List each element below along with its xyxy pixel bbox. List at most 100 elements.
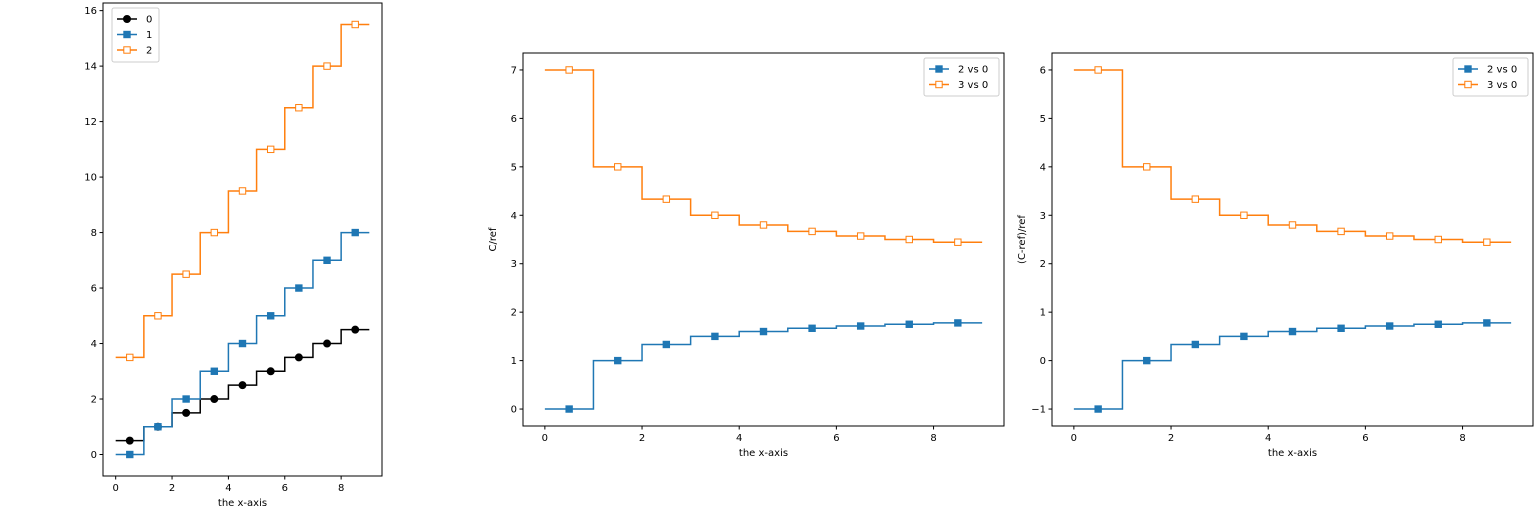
series-2-point-3 bbox=[210, 228, 219, 237]
plot-area-frame bbox=[522, 52, 1005, 427]
series-1-point-2 bbox=[662, 195, 671, 203]
series-1-point-3 bbox=[1240, 211, 1248, 219]
plot-area-frame bbox=[102, 2, 383, 477]
y-tick-label: 0 bbox=[511, 405, 517, 416]
series-0-point-5 bbox=[1337, 324, 1345, 332]
series-1-point-8 bbox=[351, 228, 359, 237]
y-tick-label: 2 bbox=[91, 395, 97, 406]
series-0-point-3 bbox=[210, 395, 219, 404]
y-tick-label: 3 bbox=[511, 259, 517, 270]
plot-area-frame bbox=[1051, 52, 1534, 427]
x-tick-label: 8 bbox=[1459, 433, 1465, 444]
series-0-point-7 bbox=[905, 320, 913, 328]
x-tick-label: 8 bbox=[338, 483, 344, 494]
x-axis-label: the x-axis bbox=[218, 498, 267, 509]
x-tick-label: 4 bbox=[225, 483, 231, 494]
legend-marker-sample bbox=[1464, 65, 1472, 73]
x-tick-label: 0 bbox=[542, 433, 548, 444]
series-0-point-3 bbox=[1240, 332, 1248, 341]
x-tick-label: 6 bbox=[282, 483, 288, 494]
series-line-3-vs-0 bbox=[544, 69, 983, 243]
legend-entry-label: 2 vs 0 bbox=[1487, 65, 1517, 76]
x-tick-label: 0 bbox=[1071, 433, 1077, 444]
y-tick-label: 1 bbox=[1040, 308, 1046, 319]
series-0-point-4 bbox=[759, 327, 768, 336]
legend-entry-label: 2 bbox=[146, 46, 152, 57]
y-tick-label: 14 bbox=[84, 62, 97, 73]
series-2-point-4 bbox=[238, 187, 247, 195]
x-tick-label: 4 bbox=[1265, 433, 1271, 444]
series-1-point-4 bbox=[1288, 221, 1297, 229]
x-tick-label: 6 bbox=[833, 433, 839, 444]
series-line-2-vs-0 bbox=[1073, 322, 1512, 410]
x-axis-label: the x-axis bbox=[739, 448, 788, 459]
series-0-point-1 bbox=[1143, 356, 1151, 365]
series-0-point-2 bbox=[1191, 340, 1200, 349]
series-1-point-0 bbox=[126, 450, 134, 459]
series-1-point-5 bbox=[1337, 227, 1345, 236]
y-tick-label: 6 bbox=[91, 284, 97, 295]
y-tick-label: 5 bbox=[511, 162, 517, 173]
series-2-point-2 bbox=[182, 270, 190, 278]
y-tick-label: 10 bbox=[84, 173, 97, 184]
y-axis-label: (C-ref)/ref bbox=[1017, 215, 1028, 264]
legend-entry-label: 2 vs 0 bbox=[958, 65, 988, 76]
y-tick-label: 6 bbox=[1040, 65, 1046, 76]
series-1-point-4 bbox=[759, 221, 768, 229]
series-1-point-6 bbox=[295, 284, 303, 292]
y-tick-label: 7 bbox=[511, 65, 517, 76]
legend-entry-label: 3 vs 0 bbox=[1487, 80, 1517, 91]
series-0-point-4 bbox=[1288, 327, 1297, 336]
series-0-point-3 bbox=[711, 332, 719, 341]
series-0-point-8 bbox=[954, 319, 962, 327]
x-tick-label: 4 bbox=[736, 433, 742, 444]
series-1-point-5 bbox=[808, 227, 816, 236]
series-0-point-0 bbox=[1094, 405, 1102, 413]
series-1-point-3 bbox=[711, 211, 719, 219]
legend-entry-label: 1 bbox=[146, 30, 152, 41]
y-tick-label: 0 bbox=[1040, 356, 1046, 367]
y-tick-label: 4 bbox=[511, 211, 517, 222]
series-1-point-5 bbox=[266, 312, 275, 320]
x-tick-label: 0 bbox=[112, 483, 118, 494]
series-0-point-6 bbox=[1385, 322, 1394, 330]
x-tick-label: 2 bbox=[639, 433, 645, 444]
series-0-point-2 bbox=[182, 408, 191, 417]
series-0-point-7 bbox=[323, 339, 332, 348]
series-1-point-4 bbox=[238, 339, 247, 348]
series-0-point-8 bbox=[351, 325, 360, 334]
legend-marker-sample bbox=[1464, 80, 1472, 89]
series-line-3-vs-0 bbox=[1073, 69, 1512, 243]
series-1-point-8 bbox=[1483, 238, 1491, 246]
series-1-point-8 bbox=[954, 238, 962, 246]
y-tick-label: 0 bbox=[91, 450, 97, 461]
right-chart-panel: 0 2 4 6 8 −1 0 1 2 3 4 5 6 the x-axis (C-ref)/ref 2 vs … bbox=[1017, 52, 1534, 459]
legend-marker-sample bbox=[935, 65, 943, 73]
series-line-2-vs-0 bbox=[544, 322, 983, 410]
legend-marker-sample bbox=[123, 46, 131, 54]
series-0-point-5 bbox=[266, 367, 275, 376]
series-2-point-6 bbox=[295, 104, 303, 112]
series-0-point-5 bbox=[808, 324, 816, 332]
series-1-point-0 bbox=[1094, 66, 1102, 74]
legend-marker-sample bbox=[935, 80, 943, 89]
legend: 0 1 2 bbox=[111, 7, 160, 63]
x-tick-label: 2 bbox=[1168, 433, 1174, 444]
legend-marker-sample bbox=[123, 15, 131, 23]
y-tick-label: 6 bbox=[511, 114, 517, 125]
legend-entry-label: 0 bbox=[146, 15, 152, 26]
series-1-point-6 bbox=[1385, 232, 1394, 240]
legend-marker-sample bbox=[123, 30, 131, 39]
series-2-point-7 bbox=[323, 62, 331, 70]
series-0-point-0 bbox=[125, 436, 134, 445]
legend-frame bbox=[923, 57, 1000, 97]
series-1-point-7 bbox=[1434, 235, 1442, 244]
series-0-point-4 bbox=[238, 381, 247, 390]
series-1-point-6 bbox=[856, 232, 865, 240]
series-2-point-8 bbox=[351, 20, 359, 29]
legend: 2 vs 0 3 vs 0 bbox=[923, 57, 1000, 97]
series-0-point-1 bbox=[614, 356, 622, 365]
x-tick-label: 8 bbox=[930, 433, 936, 444]
middle-chart-panel: 0 2 4 6 8 0 1 2 3 4 5 6 7 the x-axis C/ref 2 vs 0 3 vs 0 bbox=[488, 52, 1005, 459]
